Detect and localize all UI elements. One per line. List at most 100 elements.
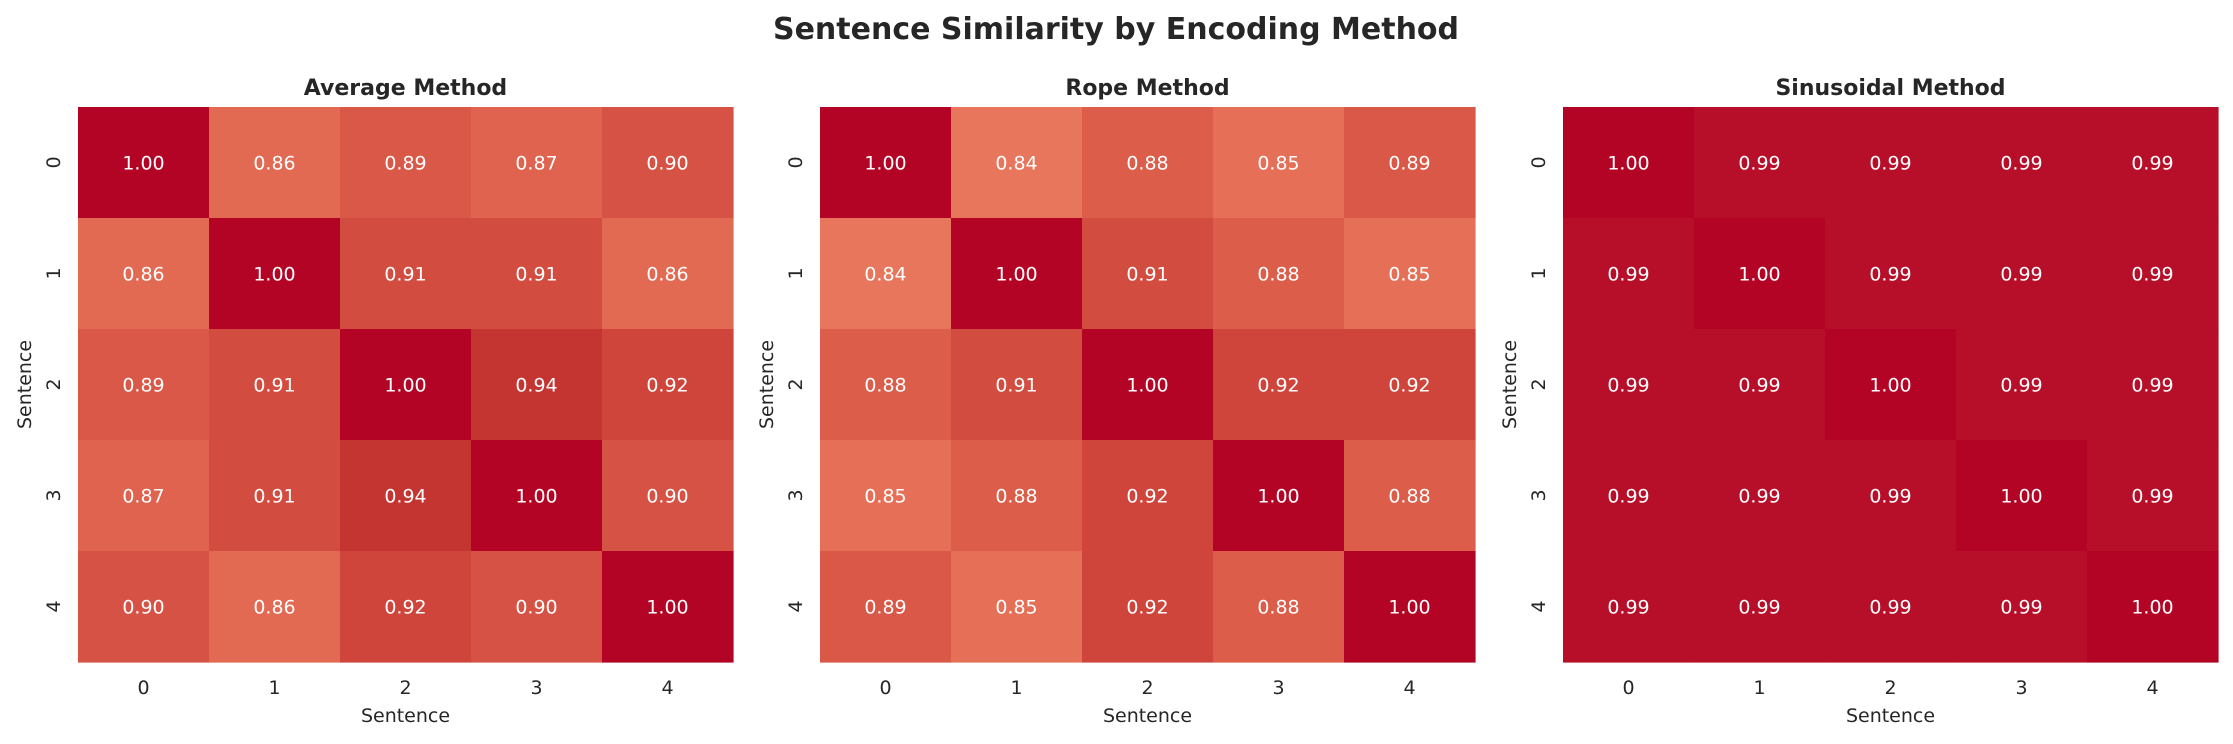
heatmap-cell <box>340 218 472 330</box>
heatmap-cell <box>209 218 341 330</box>
cell-value-label: 1.00 <box>1388 597 1430 619</box>
heatmap-cell <box>1344 107 1476 219</box>
heatmap-cell <box>2087 551 2219 663</box>
heatmap-cell <box>1956 440 2088 552</box>
heatmap-cell <box>1563 440 1695 552</box>
x-tick-label: 1 <box>1753 677 1765 699</box>
heatmap-cell <box>951 440 1083 552</box>
heatmap-cell <box>471 440 603 552</box>
cell-value-label: 0.88 <box>995 486 1037 508</box>
y-axis-label: Sentence <box>1499 340 1521 429</box>
heatmap-cell <box>820 218 952 330</box>
heatmap-cell <box>78 329 210 441</box>
cell-value-label: 0.92 <box>1126 486 1168 508</box>
heatmap-cell <box>78 107 210 219</box>
x-tick-label: 3 <box>530 677 542 699</box>
heatmap-cell <box>1956 218 2088 330</box>
heatmap-cell <box>471 218 603 330</box>
cell-value-label: 0.99 <box>1607 375 1649 397</box>
heatmap-cell <box>1082 107 1214 219</box>
heatmap-cell <box>1694 329 1826 441</box>
heatmap-cell <box>209 440 341 552</box>
cell-value-label: 0.99 <box>1738 153 1780 175</box>
cell-value-label: 0.99 <box>2131 264 2173 286</box>
y-tick-label: 1 <box>1528 267 1550 279</box>
heatmap-cell <box>471 329 603 441</box>
x-tick-label: 2 <box>1141 677 1153 699</box>
heatmap-cell <box>602 218 734 330</box>
cell-value-label: 1.00 <box>384 375 426 397</box>
heatmap-cell <box>1825 107 1957 219</box>
heatmap-cell <box>1694 551 1826 663</box>
heatmap-cell <box>1344 329 1476 441</box>
heatmap-cell <box>1956 107 2088 219</box>
x-tick-label: 1 <box>268 677 280 699</box>
heatmap-cell <box>1082 551 1214 663</box>
heatmap-cell <box>2087 107 2219 219</box>
cell-value-label: 1.00 <box>1126 375 1168 397</box>
y-axis-label: Sentence <box>14 340 36 429</box>
heatmap-cell <box>209 329 341 441</box>
y-tick-label: 2 <box>1528 378 1550 390</box>
y-tick-label: 4 <box>1528 600 1550 612</box>
panel-title: Sinusoidal Method <box>1775 76 2005 101</box>
cell-value-label: 0.86 <box>253 153 295 175</box>
cell-value-label: 0.89 <box>122 375 164 397</box>
x-tick-label: 2 <box>1884 677 1896 699</box>
cell-value-label: 0.99 <box>1869 486 1911 508</box>
cell-value-label: 0.99 <box>1738 486 1780 508</box>
cell-value-label: 0.99 <box>2131 375 2173 397</box>
cell-value-label: 0.99 <box>1607 486 1649 508</box>
heatmap-panel-1: Rope Method 1.00 0.84 0.88 0.85 0.89 0.84 1.00 0… <box>756 76 1476 727</box>
y-tick-label: 2 <box>43 378 65 390</box>
cell-value-label: 0.99 <box>1869 597 1911 619</box>
heatmap-cell <box>1825 440 1957 552</box>
y-tick-label: 0 <box>1528 156 1550 168</box>
cell-value-label: 0.90 <box>122 597 164 619</box>
heatmap-cell <box>78 551 210 663</box>
cell-value-label: 0.99 <box>1738 375 1780 397</box>
heatmap-cell <box>1344 440 1476 552</box>
cell-value-label: 0.91 <box>1126 264 1168 286</box>
cell-value-label: 0.99 <box>1738 597 1780 619</box>
cell-value-label: 0.94 <box>515 375 557 397</box>
cell-value-label: 1.00 <box>1869 375 1911 397</box>
heatmap-cell <box>340 107 472 219</box>
cell-value-label: 0.99 <box>1607 597 1649 619</box>
cell-value-label: 1.00 <box>2131 597 2173 619</box>
heatmap-cell <box>1825 329 1957 441</box>
cell-value-label: 1.00 <box>995 264 1037 286</box>
heatmap-cell <box>1082 440 1214 552</box>
heatmap-cell <box>1213 107 1345 219</box>
cell-value-label: 0.92 <box>1257 375 1299 397</box>
cell-value-label: 0.85 <box>1388 264 1430 286</box>
x-tick-label: 0 <box>879 677 891 699</box>
heatmap-cell <box>340 551 472 663</box>
cell-value-label: 1.00 <box>864 153 906 175</box>
y-tick-label: 1 <box>43 267 65 279</box>
cell-value-label: 0.87 <box>515 153 557 175</box>
heatmap-cell <box>1344 218 1476 330</box>
panel-title: Average Method <box>304 76 507 101</box>
cell-value-label: 0.91 <box>995 375 1037 397</box>
heatmap-cell <box>951 329 1083 441</box>
heatmap-cell <box>1213 440 1345 552</box>
heatmap-cell <box>820 329 952 441</box>
cell-value-label: 0.87 <box>122 486 164 508</box>
heatmap-panel-0: Average Method 1.00 0.86 0.89 0.87 0.90 0.86 1.… <box>14 76 734 727</box>
heatmap-cell <box>471 107 603 219</box>
cell-value-label: 0.92 <box>1388 375 1430 397</box>
heatmap-cell <box>1825 551 1957 663</box>
heatmap-cell <box>820 551 952 663</box>
heatmap-cell <box>602 329 734 441</box>
cell-value-label: 0.92 <box>384 597 426 619</box>
heatmap-cell <box>820 440 952 552</box>
cell-value-label: 0.88 <box>1257 264 1299 286</box>
cell-value-label: 1.00 <box>2000 486 2042 508</box>
x-tick-label: 3 <box>1272 677 1284 699</box>
cell-value-label: 0.92 <box>1126 597 1168 619</box>
cell-value-label: 0.90 <box>646 153 688 175</box>
cell-value-label: 0.89 <box>1388 153 1430 175</box>
heatmap-cell <box>820 107 952 219</box>
heatmap-cell <box>1825 218 1957 330</box>
